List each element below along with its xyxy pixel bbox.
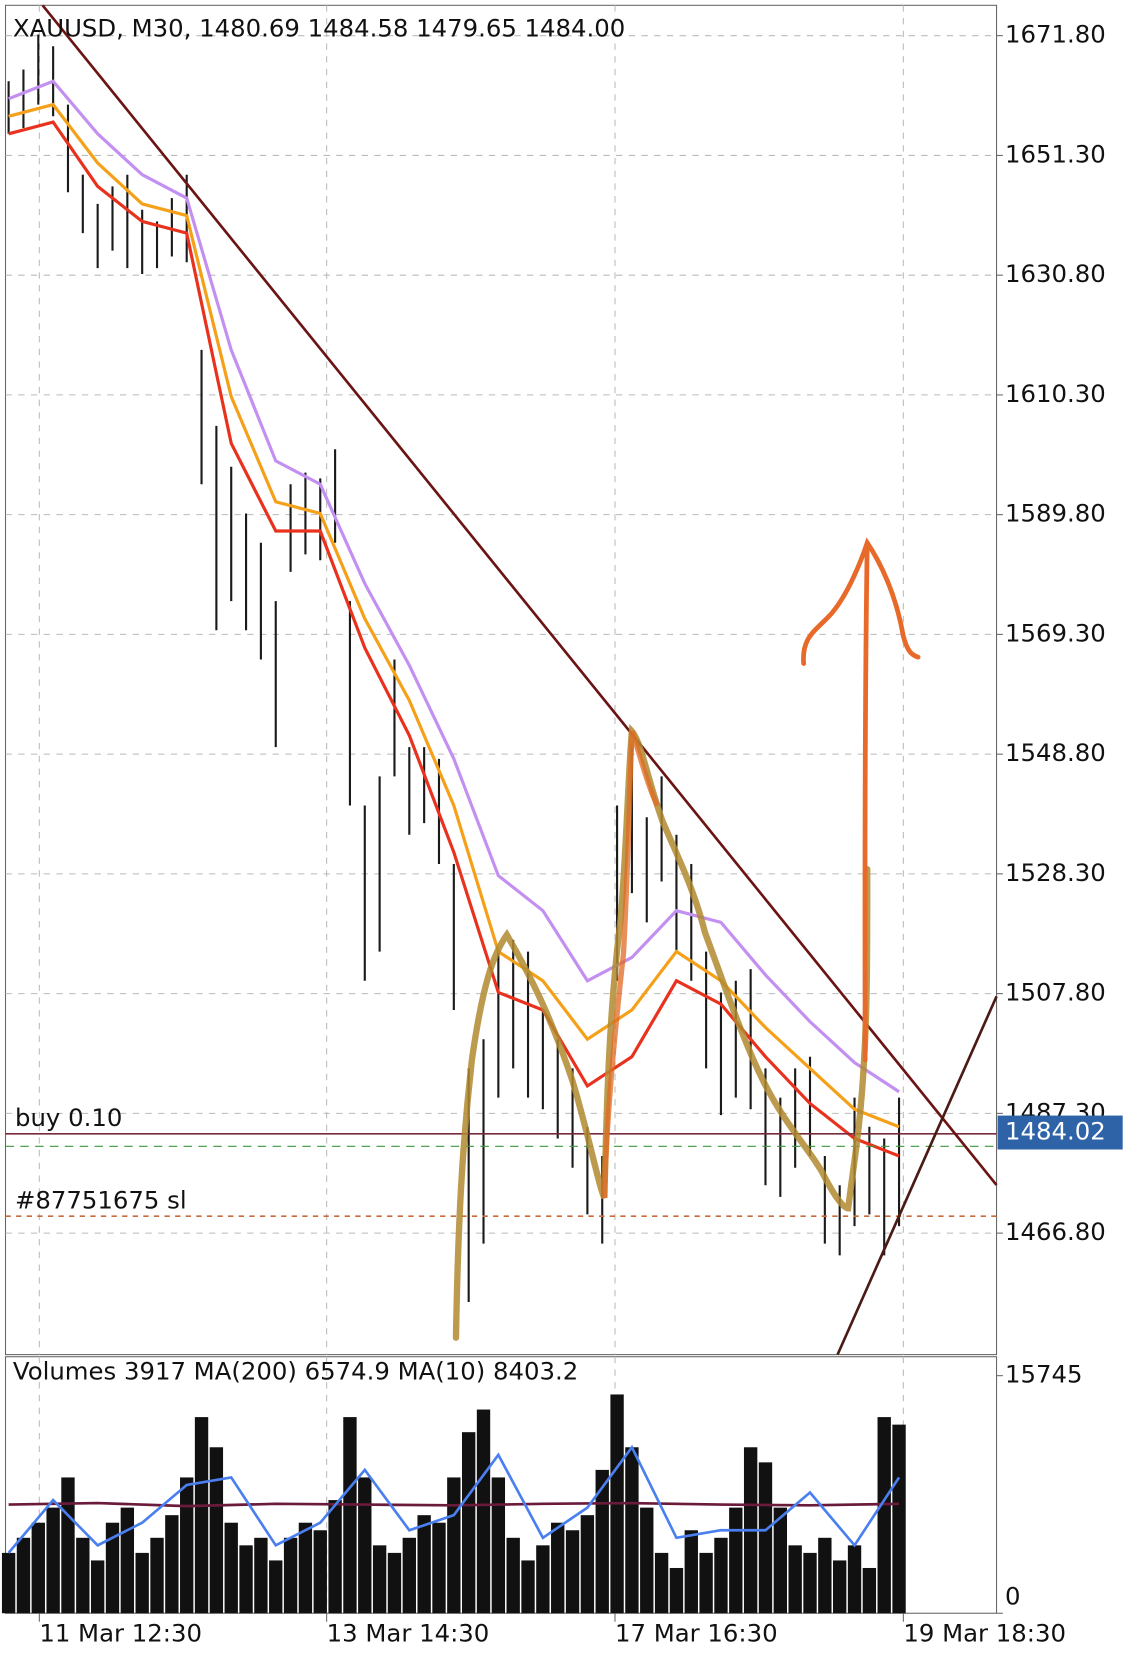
volume-bar (684, 1530, 698, 1614)
y-tick-label: 1610.30 (1005, 379, 1106, 408)
volume-bar (847, 1545, 862, 1614)
volume-bar (105, 1522, 120, 1614)
x-tick-label: 17 Mar 16:30 (615, 1618, 778, 1647)
volume-bar (1, 1552, 16, 1614)
volume-bar (877, 1417, 891, 1614)
volume-bar (209, 1447, 224, 1614)
volume-bar (506, 1537, 520, 1614)
volume-bar (699, 1552, 713, 1614)
y-tick-label: 1651.30 (1005, 139, 1106, 168)
volume-bar (551, 1522, 565, 1614)
trend-line (836, 995, 998, 1356)
order-label: buy 0.10 (15, 1103, 122, 1132)
volume-bar (254, 1537, 268, 1614)
volume-bar (150, 1537, 164, 1614)
volume-bar (402, 1537, 416, 1614)
volume-bar (90, 1560, 105, 1614)
last-price-box (997, 1115, 1123, 1150)
y-tick-label: 1528.30 (1005, 858, 1106, 887)
x-tick-label: 19 Mar 18:30 (903, 1618, 1066, 1647)
volume-bar (595, 1469, 609, 1614)
volume-bar (818, 1537, 832, 1614)
volume-bar (491, 1477, 506, 1614)
volume-bar (714, 1537, 728, 1614)
volume-bar (729, 1507, 743, 1614)
volume-bar (135, 1552, 149, 1614)
y-tick-label: 15745 (1005, 1360, 1083, 1389)
volume-bar (417, 1515, 431, 1614)
volume-bar (461, 1432, 476, 1614)
volume-bar (521, 1560, 535, 1614)
volume-bar (328, 1500, 342, 1614)
last-price-label: 1484.02 (1005, 1117, 1106, 1146)
indicator-line (7, 1444, 901, 1554)
volume-bar (654, 1552, 669, 1614)
volume-bar (239, 1545, 253, 1614)
volume-bar (194, 1417, 209, 1614)
order-label: #87751675 sl (15, 1185, 187, 1214)
volume-bar (16, 1537, 31, 1614)
price-panel (4, 4, 998, 1356)
volume-bar (669, 1567, 684, 1614)
trend-line (41, 4, 998, 1186)
volume-bar (640, 1507, 654, 1614)
y-tick-label: 1569.30 (1005, 618, 1106, 647)
y-tick-label: 0 (1005, 1581, 1021, 1610)
indicator-line (8, 120, 900, 1158)
volume-bar (892, 1424, 906, 1614)
volume-bar (758, 1462, 773, 1614)
volume-bar (358, 1477, 372, 1614)
volume-bar (387, 1552, 402, 1614)
volume-bar (580, 1515, 595, 1614)
volume-bar (625, 1447, 639, 1614)
volume-bar (269, 1560, 283, 1614)
volume-title: Volumes 3917 MA(200) 6574.9 MA(10) 8403.… (13, 1357, 578, 1386)
x-tick-label: 13 Mar 14:30 (327, 1618, 490, 1647)
y-tick-label: 1671.80 (1005, 20, 1106, 49)
indicator-line (8, 79, 900, 1094)
y-tick-label: 1548.80 (1005, 738, 1106, 767)
volume-bar (61, 1477, 75, 1614)
volume-bar (298, 1522, 313, 1614)
volume-bar (46, 1507, 60, 1614)
volume-bar (224, 1522, 238, 1614)
volume-bar (803, 1552, 817, 1614)
y-tick-label: 1466.80 (1005, 1217, 1106, 1246)
volume-bar (536, 1545, 550, 1614)
hand-drawn-arrow (801, 537, 921, 1063)
hand-drawn-path (452, 723, 871, 1341)
volume-bar (120, 1507, 135, 1614)
volume-bar (862, 1567, 877, 1614)
hand-drawn-path (601, 730, 660, 1198)
volume-bar (313, 1530, 327, 1614)
volume-bar (833, 1560, 847, 1614)
volume-bar (180, 1477, 194, 1614)
indicator-line (8, 102, 900, 1129)
volume-bar (476, 1409, 491, 1614)
x-tick-label: 11 Mar 12:30 (39, 1618, 202, 1647)
volume-bar (788, 1545, 802, 1614)
volume-bar (447, 1477, 461, 1614)
indicator-line (8, 1501, 900, 1508)
volume-bar (165, 1515, 179, 1614)
chart-title: XAUUSD, M30, 1480.69 1484.58 1479.65 148… (13, 14, 625, 43)
volume-bar (76, 1537, 90, 1614)
volume-bar (372, 1545, 387, 1614)
volume-bar (773, 1507, 788, 1614)
volume-bar (565, 1530, 580, 1614)
y-tick-label: 1630.80 (1005, 259, 1106, 288)
y-tick-label: 1589.80 (1005, 499, 1106, 528)
y-tick-label: 1507.80 (1005, 978, 1106, 1007)
volume-bar (343, 1417, 357, 1614)
volume-bar (31, 1522, 45, 1614)
volume-bar (283, 1537, 298, 1614)
volume-bar (432, 1522, 446, 1614)
